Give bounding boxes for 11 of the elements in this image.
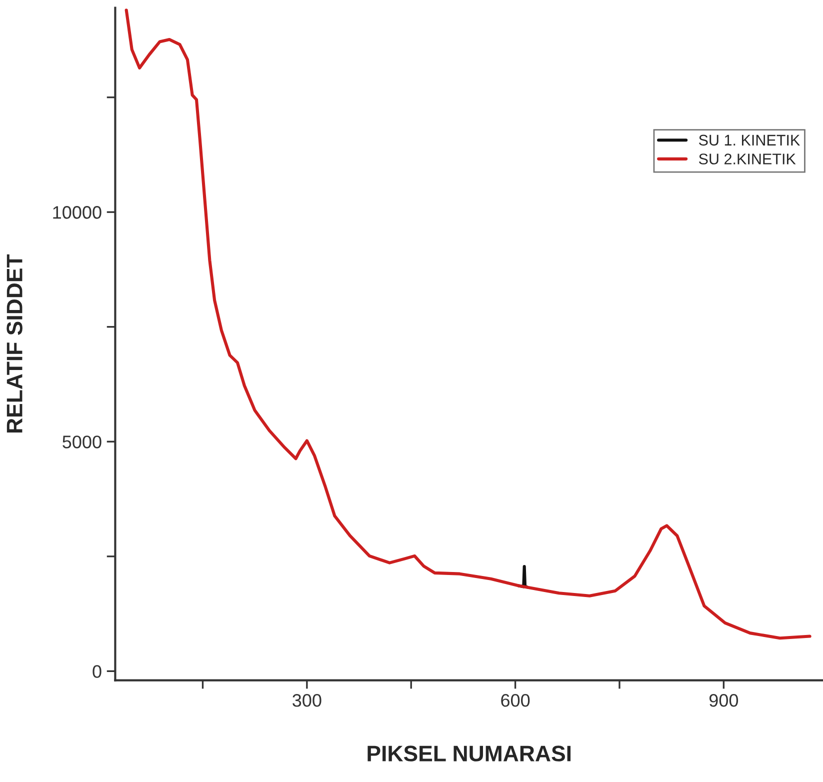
x-tick-label: 900 bbox=[709, 694, 738, 707]
legend-label: SU 1. KINETIK bbox=[698, 134, 800, 146]
line-series bbox=[124, 8, 812, 640]
legend-label: SU 2.KINETIK bbox=[698, 154, 796, 164]
y-tick-label: 0 bbox=[92, 665, 102, 678]
x-tick-label: 600 bbox=[501, 694, 530, 707]
y-axis-title: RELATIF SIDDET bbox=[6, 254, 22, 433]
y-tick-label: 5000 bbox=[62, 436, 102, 448]
x-axis-title: PIKSEL NUMARASI bbox=[368, 746, 571, 762]
y-tick-label: 10000 bbox=[53, 206, 102, 219]
x-tick-label: 300 bbox=[292, 694, 322, 707]
